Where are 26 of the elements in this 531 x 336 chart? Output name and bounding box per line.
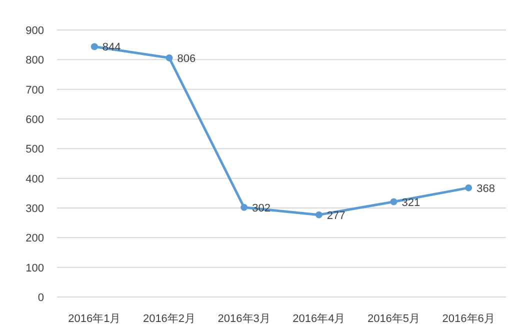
y-tick-label: 500 [26, 144, 44, 156]
point [90, 43, 98, 50]
y-tick-label: 800 [26, 54, 44, 67]
x-tick-label: 2016年1月 [68, 313, 121, 325]
data-label: 321 [402, 196, 420, 209]
x-tick-label: 2016年3月 [218, 313, 270, 325]
y-tick-label: 200 [26, 232, 44, 245]
data-label: 806 [177, 52, 196, 65]
x-tick-label: 2016年4月 [292, 313, 346, 325]
x-tick-label: 2016年2月 [142, 313, 196, 325]
point [240, 204, 248, 211]
point [315, 211, 322, 218]
data-label: 277 [326, 210, 346, 222]
y-tick-label: 0 [38, 292, 44, 304]
x-tick-label: 2016年5月 [367, 313, 420, 325]
point [465, 184, 472, 192]
y-tick-label: 600 [26, 114, 44, 126]
y-tick-label: 700 [26, 84, 44, 96]
y-tick-label: 900 [26, 25, 44, 37]
x-tick-label: 2016年6月 [442, 313, 495, 325]
point [390, 198, 398, 206]
y-tick-label: 300 [26, 203, 44, 215]
y-tick-label: 100 [26, 262, 44, 274]
data-label: 368 [476, 182, 495, 195]
y-tick-label: 400 [26, 173, 44, 186]
point [166, 54, 173, 62]
